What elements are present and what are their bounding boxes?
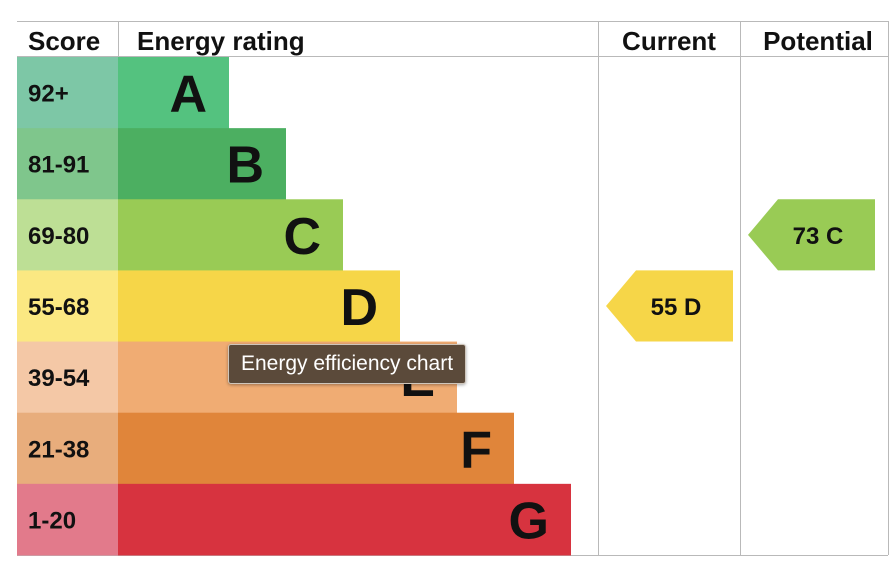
rating-letter: F	[460, 421, 492, 479]
header-score: Score	[28, 26, 100, 56]
score-cell-3	[17, 270, 118, 343]
score-range-label: 69-80	[28, 223, 89, 250]
header-energy-rating: Energy rating	[137, 26, 305, 56]
header-potential: Potential	[763, 26, 873, 56]
rating-bar-b	[118, 128, 286, 200]
score-cell-2	[17, 199, 118, 271]
rating-letter: G	[509, 492, 549, 550]
score-range-label: 39-54	[28, 365, 90, 392]
score-cell-1	[17, 128, 118, 200]
rating-markers: 55 D 73 C	[606, 199, 875, 342]
potential-rating-arrow	[748, 199, 875, 271]
rating-bar-c	[118, 199, 343, 271]
header-current: Current	[622, 26, 716, 56]
current-rating-arrow	[606, 270, 733, 342]
rating-bar-g	[118, 483, 571, 556]
rating-letter: D	[340, 279, 378, 337]
rating-bar-f	[118, 412, 514, 485]
rating-letter: A	[169, 66, 207, 124]
potential-rating-label: 73 C	[793, 223, 844, 250]
rating-bar-a	[118, 57, 229, 129]
score-range-label: 55-68	[28, 294, 89, 321]
score-range-label: 92+	[28, 81, 69, 108]
rating-bar-d	[118, 270, 400, 343]
score-cell-5	[17, 412, 118, 485]
rating-letter: C	[283, 208, 321, 266]
score-cell-6	[17, 483, 118, 556]
score-range-label: 21-38	[28, 436, 89, 463]
score-cell-4	[17, 341, 118, 414]
chart-tooltip: Energy efficiency chart	[228, 344, 467, 384]
score-range-label: 81-91	[28, 152, 89, 179]
rating-letter: B	[226, 137, 264, 195]
current-rating-label: 55 D	[651, 294, 702, 321]
score-cell-0	[17, 57, 118, 129]
score-range-label: 1-20	[28, 507, 76, 534]
